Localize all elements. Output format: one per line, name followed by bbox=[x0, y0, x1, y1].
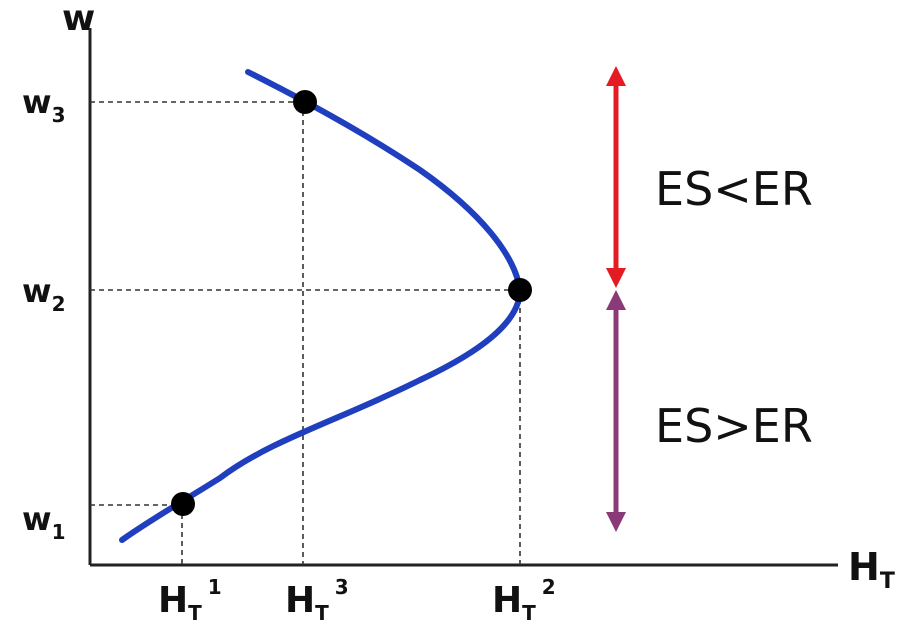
x-tick-labels: HT1 HT3 HT2 bbox=[158, 575, 556, 624]
x-axis-label-sub: T bbox=[880, 569, 895, 594]
y-axis-label: w bbox=[62, 0, 95, 39]
points bbox=[171, 90, 532, 516]
axes bbox=[88, 28, 838, 567]
x-tick-ht3: HT3 bbox=[285, 575, 349, 624]
point-w2 bbox=[508, 278, 532, 302]
x-axis-label-main: H bbox=[848, 545, 880, 589]
x-tick-ht2: HT2 bbox=[492, 575, 556, 624]
label-es-lt-er: ES<ER bbox=[655, 162, 813, 216]
label-es-gt-er: ES>ER bbox=[655, 399, 813, 453]
y-tick-w3: w3 bbox=[22, 83, 65, 127]
y-tick-w2: w2 bbox=[22, 272, 65, 316]
s-curve bbox=[119, 69, 524, 543]
guide-lines bbox=[90, 101, 521, 565]
x-tick-ht1: HT1 bbox=[158, 575, 222, 624]
x-axis-label: HT bbox=[848, 545, 895, 594]
y-tick-labels: w3 w2 w1 bbox=[22, 83, 65, 544]
y-tick-w1: w1 bbox=[22, 500, 65, 544]
point-w3 bbox=[293, 90, 317, 114]
point-w1 bbox=[171, 492, 195, 516]
